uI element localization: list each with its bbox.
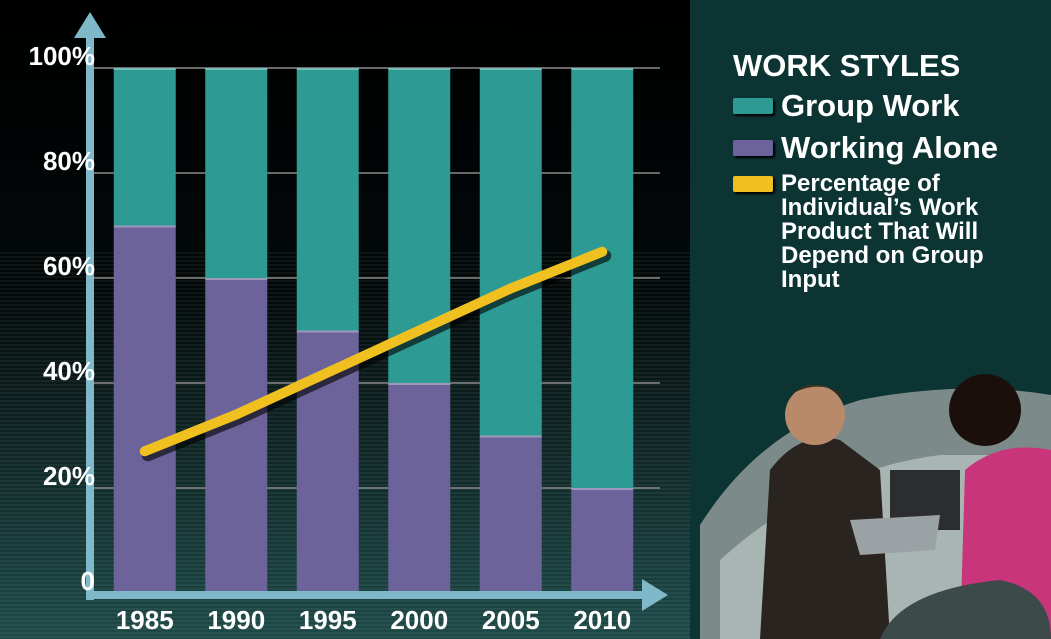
y-axis-arrow xyxy=(74,12,106,38)
legend-swatch xyxy=(733,140,773,156)
x-tick-label: 2005 xyxy=(482,605,540,635)
x-tick-label: 2010 xyxy=(573,605,631,635)
legend-swatch xyxy=(733,176,773,192)
y-tick-label: 100% xyxy=(29,41,96,71)
legend-item: Group Work xyxy=(733,88,1051,124)
x-tick-label: 1990 xyxy=(207,605,265,635)
bar-segment xyxy=(113,68,176,226)
bar-segment xyxy=(388,383,451,593)
x-tick-label: 2000 xyxy=(390,605,448,635)
legend-title: WORK STYLES xyxy=(733,48,961,83)
bar-segment xyxy=(113,225,176,593)
legend: WORK STYLES Group Work Working Alone Perce… xyxy=(733,48,1051,298)
legend-item: Working Alone xyxy=(733,130,1051,166)
bar-segment xyxy=(479,435,542,593)
x-tick-label: 1995 xyxy=(299,605,357,635)
y-tick-label: 20% xyxy=(43,461,95,491)
line xyxy=(139,246,608,457)
bar-segment xyxy=(479,68,542,436)
y-tick-label: 40% xyxy=(43,356,95,386)
legend-item: Percentage of Individual’s Work Product … xyxy=(733,172,993,292)
bar-segment xyxy=(296,68,359,331)
bar-segment xyxy=(571,488,634,593)
x-tick-label: 1985 xyxy=(116,605,174,635)
legend-label: Group Work xyxy=(781,88,960,123)
bar-segment xyxy=(205,68,268,278)
legend-swatch xyxy=(733,98,773,114)
plot-area xyxy=(90,67,660,594)
y-tick-label: 0 xyxy=(81,566,95,596)
y-tick-label: 60% xyxy=(43,251,95,281)
bar-segment xyxy=(205,278,268,593)
bar-segment xyxy=(571,68,634,488)
photo xyxy=(700,374,1051,639)
legend-label: Working Alone xyxy=(781,130,998,165)
y-tick-label: 80% xyxy=(43,146,95,176)
legend-label: Percentage of Individual’s Work Product … xyxy=(781,170,984,293)
x-axis-arrow xyxy=(642,579,668,611)
